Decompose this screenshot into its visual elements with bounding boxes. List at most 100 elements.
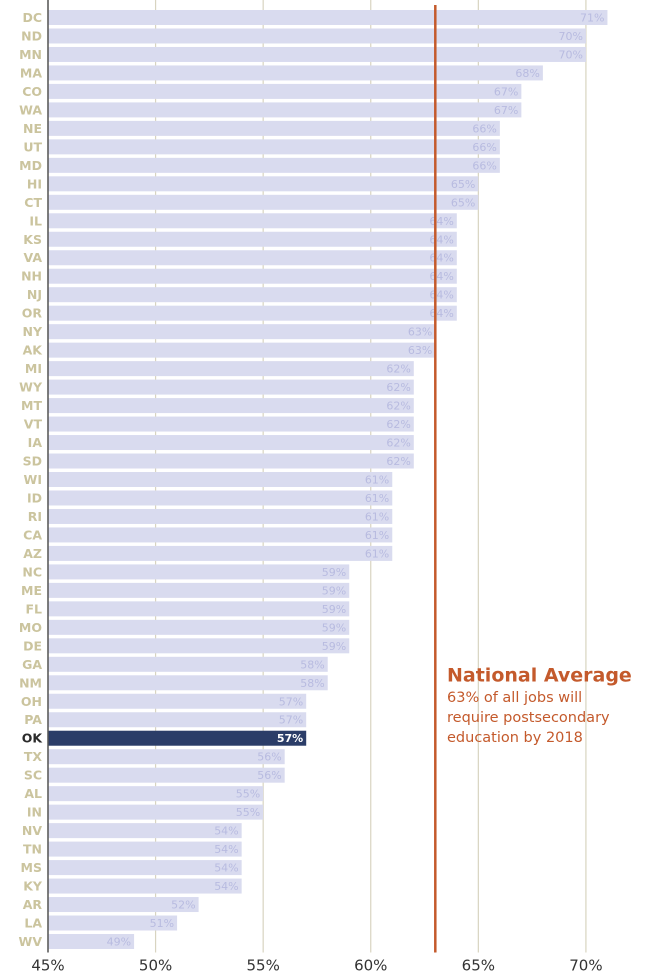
value-label: 64%: [429, 270, 453, 283]
bar: [48, 749, 285, 765]
value-label: 59%: [322, 603, 346, 616]
value-label: 61%: [365, 510, 389, 523]
category-label: PA: [24, 712, 42, 727]
value-label: 59%: [322, 566, 346, 579]
bar: [48, 213, 457, 229]
bar: [48, 361, 414, 377]
value-label: 59%: [322, 640, 346, 653]
category-label: AZ: [23, 546, 42, 561]
value-label: 55%: [236, 806, 260, 819]
bar: [48, 582, 350, 598]
value-label: 70%: [558, 48, 582, 61]
category-label: ME: [21, 583, 42, 598]
value-label: 49%: [107, 936, 131, 949]
annotation-text: education by 2018: [447, 730, 583, 746]
value-label: 58%: [300, 677, 324, 690]
x-tick-label: 60%: [354, 957, 387, 975]
annotation-text: 63% of all jobs will: [447, 690, 582, 706]
category-label: NM: [19, 675, 42, 690]
bar: [48, 767, 285, 783]
category-label: OR: [22, 306, 43, 321]
bar: [48, 324, 436, 340]
bar: [48, 860, 242, 876]
value-label: 51%: [150, 917, 174, 930]
bar: [48, 287, 457, 303]
value-label: 64%: [429, 289, 453, 302]
bar: [48, 545, 393, 561]
category-label: UT: [23, 139, 42, 154]
category-label: DC: [22, 10, 42, 25]
bar: [48, 897, 199, 913]
category-label: AL: [24, 786, 42, 801]
category-label: WI: [24, 472, 42, 487]
category-label: MO: [19, 620, 42, 635]
value-label: 65%: [451, 178, 475, 191]
x-tick-label: 70%: [569, 957, 602, 975]
bar: [48, 10, 608, 25]
category-label: RI: [28, 509, 42, 524]
value-label: 64%: [429, 215, 453, 228]
value-label: 62%: [386, 437, 410, 450]
value-label: 64%: [429, 252, 453, 265]
bar: [48, 342, 436, 358]
category-label: TN: [23, 842, 42, 857]
bar: [48, 730, 307, 746]
category-label: MS: [21, 860, 42, 875]
category-label: VA: [24, 250, 43, 265]
value-label: 57%: [277, 732, 303, 745]
bar: [48, 675, 328, 691]
value-label: 64%: [429, 307, 453, 320]
category-label: KS: [23, 232, 42, 247]
value-label: 54%: [214, 862, 238, 875]
bar: [48, 508, 393, 524]
category-label: AK: [23, 343, 44, 358]
value-label: 66%: [472, 159, 496, 172]
bar: [48, 250, 457, 266]
category-label: IN: [27, 805, 42, 820]
category-label: MT: [21, 398, 42, 413]
annotation-title: National Average: [447, 665, 632, 687]
bar: [48, 231, 457, 247]
bar: [48, 120, 500, 136]
value-label: 64%: [429, 233, 453, 246]
category-label: ID: [27, 490, 42, 505]
bar: [48, 564, 350, 580]
bar: [48, 934, 135, 949]
bar: [48, 786, 264, 802]
value-label: 62%: [386, 455, 410, 468]
bar: [48, 638, 350, 654]
category-label: WV: [19, 934, 43, 949]
bar: [48, 157, 500, 173]
value-label: 56%: [257, 751, 281, 764]
value-label: 54%: [214, 880, 238, 893]
value-label: 68%: [515, 67, 539, 80]
category-label: WA: [19, 102, 42, 117]
bar: [48, 656, 328, 672]
bar: [48, 416, 414, 432]
value-label: 58%: [300, 658, 324, 671]
category-label: ND: [21, 28, 42, 43]
value-label: 61%: [365, 492, 389, 505]
category-label: DE: [23, 638, 42, 653]
value-label: 62%: [386, 381, 410, 394]
category-label: SC: [24, 768, 42, 783]
value-label: 56%: [257, 769, 281, 782]
category-label: NJ: [27, 287, 42, 302]
value-label: 70%: [558, 30, 582, 43]
value-label: 65%: [451, 196, 475, 209]
category-label: MN: [19, 47, 42, 62]
value-label: 61%: [365, 547, 389, 560]
value-label: 57%: [279, 695, 303, 708]
value-label: 59%: [322, 621, 346, 634]
x-tick-label: 55%: [246, 957, 279, 975]
value-label: 54%: [214, 843, 238, 856]
bar: [48, 139, 500, 155]
bar: [48, 305, 457, 321]
bar: [48, 194, 479, 210]
bar: [48, 268, 457, 284]
category-label: LA: [24, 916, 42, 931]
value-label: 63%: [408, 326, 432, 339]
x-tick-label: 45%: [31, 957, 64, 975]
category-label: MA: [20, 65, 42, 80]
category-label: OH: [21, 694, 42, 709]
